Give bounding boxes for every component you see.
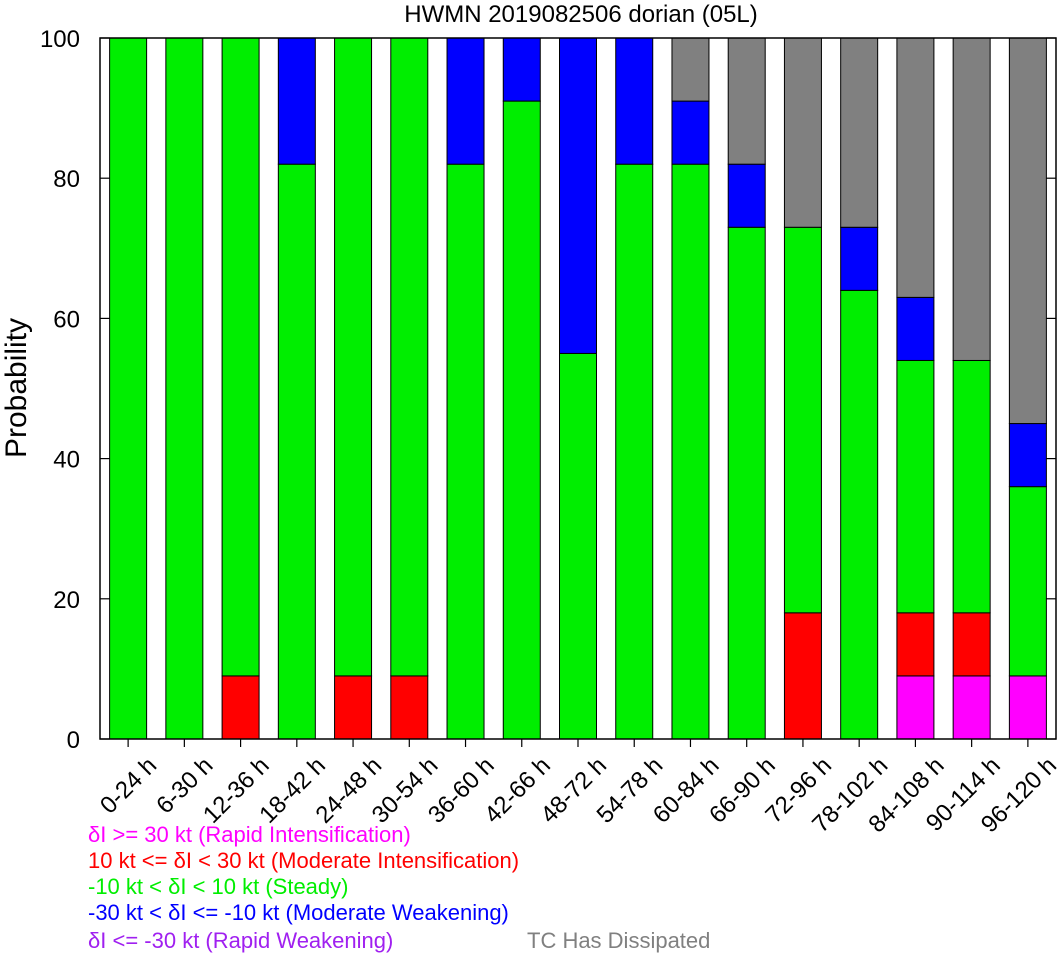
- bar-1-series-3: [165, 37, 204, 740]
- bar-14-series-5: [896, 37, 935, 298]
- bar-15-series-2: [952, 612, 991, 677]
- bar-6-series-4: [446, 37, 485, 165]
- bar-2-series-3: [221, 37, 260, 677]
- x-tick-label: 0-24 h: [95, 752, 162, 819]
- bar-10-series-4: [671, 100, 710, 165]
- bar-10-series-5: [671, 37, 710, 102]
- y-tick-label: 100: [40, 26, 80, 53]
- y-axis-label: Probability: [0, 318, 33, 458]
- bar-16-series-4: [1008, 423, 1047, 488]
- bar-5-series-2: [390, 675, 429, 740]
- bar-14-series-3: [896, 359, 935, 614]
- bar-14-series-1: [896, 675, 935, 740]
- legend-rw: δI <= -30 kt (Rapid Weakening): [88, 928, 394, 953]
- bar-16-series-3: [1008, 486, 1047, 677]
- bar-12-series-2: [783, 612, 822, 740]
- bar-11-series-3: [727, 226, 766, 740]
- bar-8-series-4: [559, 37, 597, 354]
- legend-steady: -10 kt < δI < 10 kt (Steady): [88, 874, 349, 899]
- bar-12-series-3: [783, 226, 822, 614]
- bar-16-series-5: [1008, 37, 1047, 425]
- bar-11-series-5: [727, 37, 766, 165]
- bar-4-series-3: [334, 37, 373, 677]
- bar-13-series-5: [840, 37, 879, 228]
- bar-6-series-3: [446, 163, 485, 740]
- bar-14-series-2: [896, 612, 935, 677]
- bar-3-series-3: [277, 163, 316, 740]
- bar-13-series-4: [840, 226, 879, 291]
- chart-title: HWMN 2019082506 dorian (05L): [404, 1, 758, 28]
- legend-mw: -30 kt < δI <= -10 kt (Moderate Weakenin…: [88, 900, 509, 925]
- legend-ri: δI >= 30 kt (Rapid Intensification): [88, 822, 411, 847]
- bar-7-series-3: [502, 100, 541, 740]
- legend-mi: 10 kt <= δI < 30 kt (Moderate Intensific…: [88, 848, 520, 873]
- y-tick-label: 80: [53, 166, 80, 193]
- bar-12-series-5: [783, 37, 822, 228]
- bar-15-series-1: [952, 675, 991, 740]
- bar-7-series-4: [502, 37, 541, 102]
- bar-group: [109, 37, 1047, 740]
- bar-15-series-3: [952, 359, 991, 614]
- bar-3-series-4: [277, 37, 316, 165]
- bar-9-series-4: [615, 37, 654, 165]
- bar-15-series-5: [952, 37, 991, 361]
- legend-dissipated: TC Has Dissipated: [527, 928, 711, 953]
- y-tick-label: 40: [53, 447, 80, 474]
- bar-8-series-3: [559, 352, 597, 740]
- bar-16-series-1: [1008, 675, 1047, 740]
- bar-9-series-3: [615, 163, 654, 740]
- bar-0-series-3: [109, 37, 148, 740]
- bar-14-series-4: [896, 296, 935, 361]
- y-axis-ticks: 0 20 40 60 80 100: [40, 26, 1056, 754]
- y-tick-label: 0: [67, 727, 80, 754]
- bar-10-series-3: [671, 163, 710, 740]
- bar-11-series-4: [727, 163, 766, 228]
- bar-5-series-3: [390, 37, 429, 677]
- bar-4-series-2: [334, 675, 373, 740]
- y-tick-label: 20: [53, 587, 80, 614]
- bar-2-series-2: [221, 675, 260, 740]
- bar-13-series-3: [840, 289, 879, 740]
- y-tick-label: 60: [53, 306, 80, 333]
